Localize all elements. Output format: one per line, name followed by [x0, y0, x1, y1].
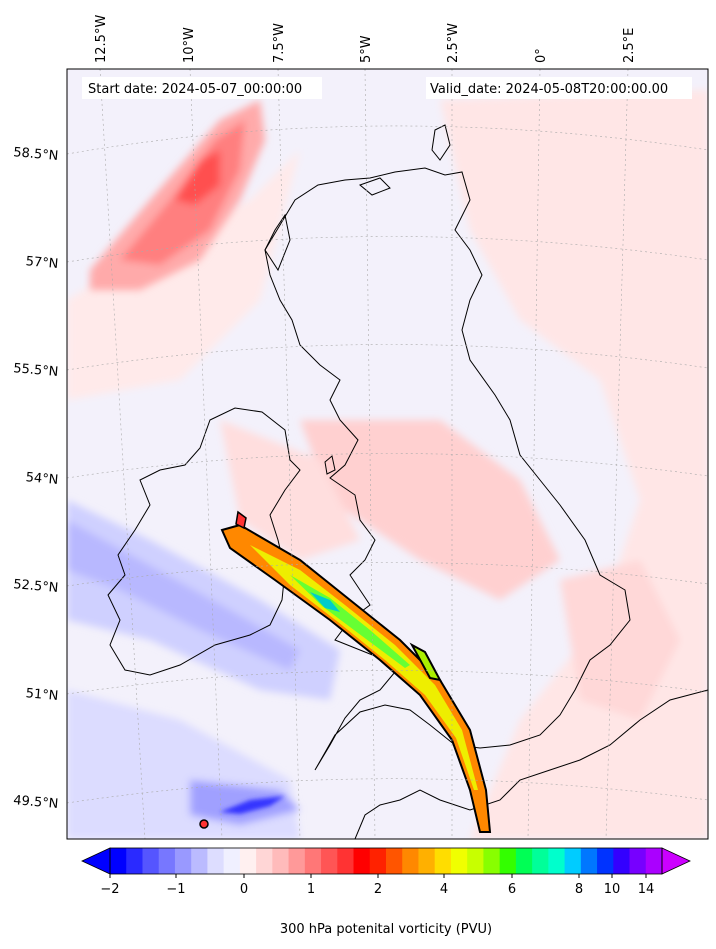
start-date: Start date: 2024-05-07_00:00:00 — [88, 82, 302, 97]
pv-field-negative — [67, 500, 340, 839]
colorbar-cell — [337, 848, 355, 874]
colorbar-cell — [288, 848, 306, 874]
colorbar-cell — [126, 848, 143, 874]
lon-label: 5°W — [359, 35, 374, 63]
map-frame — [66, 68, 709, 840]
lat-label: 55.5°N — [13, 361, 59, 380]
colorbar: −2 −1 0 1 2 4 6 8 10 14 300 hPa potenital vortici… — [81, 847, 691, 937]
colorbar-cell — [499, 848, 517, 874]
colorbar-cell — [532, 848, 549, 874]
lat-label: 52.5°N — [13, 577, 59, 596]
colorbar-tick-label: 8 — [575, 882, 583, 897]
pv-contour-blob — [235, 510, 247, 530]
valid-date: Valid_date: 2024-05-08T20:00:00.00 — [430, 82, 668, 97]
lon-label: 0° — [534, 48, 549, 63]
colorbar-cell — [467, 848, 484, 874]
colorbar-cell — [321, 848, 338, 874]
lon-label: 2.5°E — [622, 28, 637, 63]
colorbar-cell — [239, 848, 257, 874]
valid-date-box — [426, 77, 692, 99]
map-panel — [67, 69, 708, 839]
coastline-isle-of-man — [324, 455, 336, 475]
colorbar-cell — [515, 848, 533, 874]
pv-contour-secondary — [409, 642, 442, 682]
colorbar-cell — [158, 848, 176, 874]
coastlines — [107, 124, 708, 839]
lat-label: 49.5°N — [13, 793, 59, 812]
lon-label: 7.5°W — [272, 23, 287, 63]
colorbar-cell — [174, 848, 192, 874]
colorbar-cell — [613, 848, 631, 874]
colorbar-extend-over — [661, 847, 691, 875]
colorbar-cell — [418, 848, 436, 874]
colorbar-tick-label: −1 — [166, 882, 185, 897]
coastline-continent — [354, 689, 708, 839]
longitude-labels: 12.5°W 10°W 7.5°W 5°W 2.5°W 0° 2.5°E — [94, 15, 637, 63]
lon-label: 2.5°W — [446, 23, 461, 63]
lat-label: 58.5°N — [13, 145, 59, 164]
colorbar-cell — [207, 848, 225, 874]
pv-maximum-northwest — [90, 100, 265, 290]
colorbar-tick-label: 10 — [604, 882, 621, 897]
colorbar-cell — [223, 848, 241, 874]
colorbar-cell — [272, 848, 290, 874]
colorbar-cell — [256, 848, 273, 874]
lon-label: 10°W — [182, 27, 197, 63]
colorbar-cell — [450, 848, 468, 874]
coastline-shetland — [431, 124, 451, 161]
lat-label: 51°N — [25, 686, 59, 704]
colorbar-cell — [597, 848, 614, 874]
lon-label: 12.5°W — [94, 15, 109, 63]
colorbar-cell — [191, 848, 208, 874]
colorbar-label: 300 hPa potenital vorticity (PVU) — [280, 922, 492, 937]
colorbar-cell — [629, 848, 647, 874]
lat-label: 57°N — [25, 254, 59, 272]
coastline-western-isles — [264, 213, 291, 272]
start-date-box — [82, 77, 322, 99]
colorbar-cells — [110, 848, 663, 874]
colorbar-cell — [386, 848, 403, 874]
colorbar-cell — [434, 848, 452, 874]
colorbar-tick-label: 1 — [307, 882, 315, 897]
colorbar-cell — [548, 848, 566, 874]
colorbar-cell — [564, 848, 582, 874]
colorbar-extend-under — [81, 847, 111, 875]
colorbar-cell — [645, 848, 663, 874]
colorbar-cell — [304, 848, 322, 874]
lat-label: 54°N — [25, 470, 59, 488]
colorbar-cell — [353, 848, 371, 874]
colorbar-cell — [369, 848, 387, 874]
pv-streamer-max — [310, 592, 340, 612]
latitude-labels: 58.5°N 57°N 55.5°N 54°N 52.5°N 51°N 49.5… — [13, 145, 59, 812]
colorbar-tick-label: 2 — [374, 882, 382, 897]
colorbar-cell — [402, 848, 419, 874]
coastline-orkney — [359, 177, 391, 196]
colorbar-cell — [483, 848, 501, 874]
coastline-great-britain — [264, 167, 631, 771]
colorbar-tick-label: 14 — [638, 882, 655, 897]
pv-contour-spot — [199, 819, 209, 829]
pv-streamer — [220, 510, 492, 833]
colorbar-ticks: −2 −1 0 1 2 4 6 8 10 14 — [100, 874, 654, 897]
coastline-ireland — [107, 407, 301, 676]
colorbar-tick-label: 4 — [440, 882, 448, 897]
colorbar-cell — [110, 848, 127, 874]
colorbar-tick-label: 6 — [508, 882, 516, 897]
colorbar-cell — [142, 848, 160, 874]
colorbar-tick-label: 0 — [240, 882, 248, 897]
colorbar-tick-label: −2 — [100, 882, 119, 897]
pv-minimum-streak — [220, 796, 285, 814]
colorbar-cell — [580, 848, 598, 874]
colorbar-frame — [109, 847, 663, 875]
gridlines — [67, 69, 708, 839]
